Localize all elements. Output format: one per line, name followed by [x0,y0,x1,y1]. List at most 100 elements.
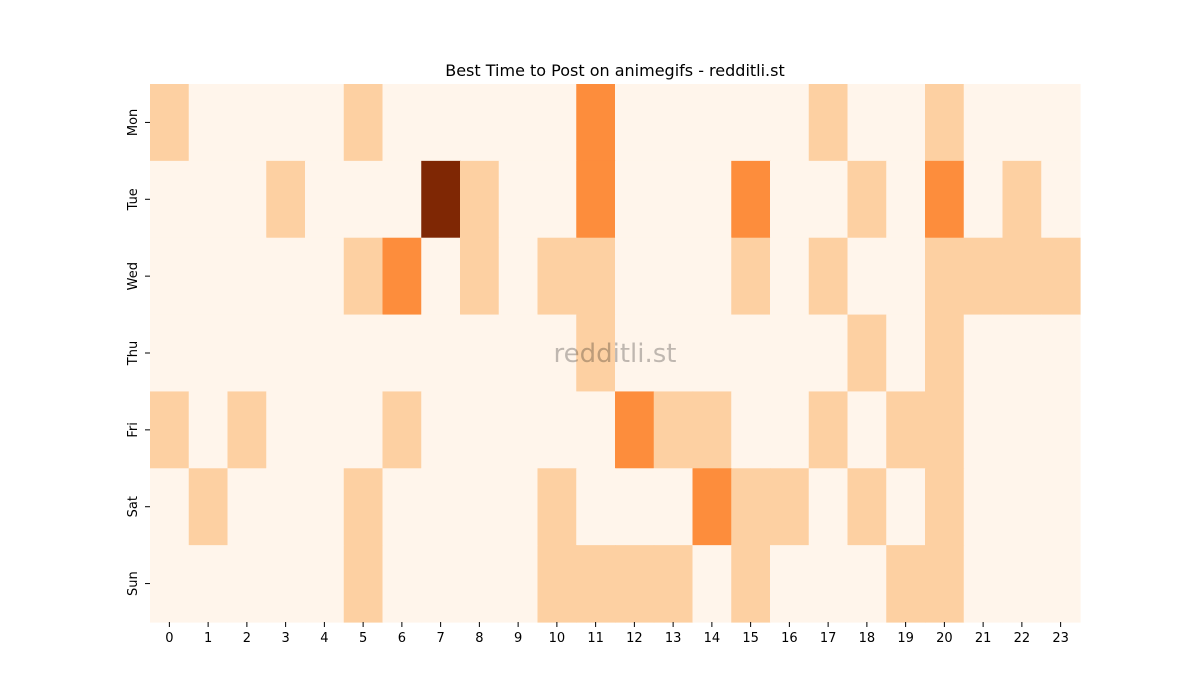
heatmap-cell-sun-20 [925,545,965,623]
heatmap-cell-wed-10 [537,237,577,316]
x-tick-label: 2 [243,631,251,646]
heatmap-cell-thu-21 [963,314,1004,393]
heatmap-cell-wed-13 [653,237,694,316]
heatmap-cell-tue-7 [421,160,461,239]
heatmap-cell-sat-12 [615,468,655,546]
heatmap-cell-wed-0 [150,237,190,316]
heatmap-cell-wed-4 [305,237,345,316]
heatmap-cell-wed-20 [925,237,965,316]
y-tick-label: Sun [126,571,141,596]
heatmap-cell-tue-19 [886,160,926,239]
heatmap-cell-fri-6 [382,391,422,469]
heatmap-cell-sat-10 [537,468,577,546]
heatmap-cell-mon-6 [382,84,422,162]
heatmap-cell-mon-7 [421,84,461,162]
heatmap-cell-fri-9 [498,391,539,469]
heatmap-cell-wed-22 [1002,237,1042,316]
heatmap-cell-sat-1 [188,468,229,546]
heatmap-cell-wed-9 [498,237,539,316]
heatmap-cell-wed-6 [382,237,422,316]
x-tick-label: 23 [1052,631,1069,646]
heatmap-cell-tue-0 [150,160,190,239]
x-tick-label: 3 [281,631,289,646]
heatmap-cell-mon-3 [266,84,306,162]
heatmap-cell-tue-6 [382,160,422,239]
heatmap-cell-sun-23 [1041,545,1081,623]
heatmap-cell-fri-11 [576,391,616,469]
x-tick-label: 18 [859,631,876,646]
heatmap-cell-sun-8 [460,545,500,623]
heatmap-cell-sat-19 [886,468,926,546]
heatmap-cell-sun-1 [188,545,229,623]
heatmap-cell-wed-14 [692,237,732,316]
heatmap-cell-mon-14 [692,84,732,162]
heatmap-cell-mon-12 [615,84,655,162]
x-tick-label: 22 [1014,631,1031,646]
y-axis-ticks: Mon Tue Wed Thu Fri Sat Sun [126,109,150,596]
heatmap-cell-mon-17 [808,84,849,162]
heatmap-cell-sat-8 [460,468,500,546]
heatmap-cell-sat-15 [731,468,771,546]
heatmap-cell-tue-23 [1041,160,1081,239]
heatmap-cell-sat-5 [343,468,384,546]
heatmap-cell-thu-1 [188,314,229,393]
x-tick-label: 7 [436,631,444,646]
heatmap-cell-sat-7 [421,468,461,546]
heatmap-cell-tue-20 [925,160,965,239]
heatmap-cell-mon-20 [925,84,965,162]
heatmap-cell-mon-18 [847,84,887,162]
heatmap-cell-sun-21 [963,545,1004,623]
heatmap-cell-tue-8 [460,160,500,239]
heatmap-cell-sat-0 [150,468,190,546]
heatmap-cell-sun-3 [266,545,306,623]
heatmap-cell-thu-0 [150,314,190,393]
heatmap-cell-wed-12 [615,237,655,316]
heatmap-cell-mon-16 [770,84,810,162]
y-tick-label: Fri [126,422,141,438]
heatmap-cell-fri-16 [770,391,810,469]
heatmap-cell-sun-10 [537,545,577,623]
heatmap-cell-sun-15 [731,545,771,623]
heatmap-cell-mon-15 [731,84,771,162]
heatmap-cell-fri-10 [537,391,577,469]
heatmap-cell-fri-1 [188,391,229,469]
heatmap-cell-wed-17 [808,237,849,316]
heatmap-cell-mon-0 [150,84,190,162]
heatmap-cell-sun-2 [227,545,267,623]
heatmap-cell-thu-15 [731,314,771,393]
heatmap-cell-fri-3 [266,391,306,469]
heatmap-cell-tue-15 [731,160,771,239]
heatmap-cell-tue-1 [188,160,229,239]
x-tick-label: 13 [665,631,682,646]
heatmap-cell-thu-10 [537,314,577,393]
heatmap-cell-thu-13 [653,314,694,393]
watermark: redditli.st [554,339,677,369]
heatmap-cell-sat-23 [1041,468,1081,546]
heatmap-cell-sat-17 [808,468,849,546]
heatmap-cell-sun-18 [847,545,887,623]
heatmap-cell-tue-14 [692,160,732,239]
heatmap-cell-fri-15 [731,391,771,469]
heatmap-cell-wed-16 [770,237,810,316]
heatmap-cell-wed-8 [460,237,500,316]
heatmap-cell-sat-18 [847,468,887,546]
heatmap-cell-sat-2 [227,468,267,546]
x-tick-label: 8 [475,631,483,646]
heatmap-cells [150,84,1081,623]
heatmap-cell-sun-7 [421,545,461,623]
chart-title: Best Time to Post on animegifs - redditl… [445,61,785,80]
heatmap-cell-mon-1 [188,84,229,162]
heatmap-cell-thu-7 [421,314,461,393]
heatmap-cell-tue-5 [343,160,384,239]
y-tick-label: Thu [126,341,141,366]
heatmap-cell-thu-16 [770,314,810,393]
heatmap-cell-tue-11 [576,160,616,239]
heatmap-cell-mon-9 [498,84,539,162]
x-axis-ticks: 0 1 2 3 4 5 6 7 8 9 10 11 12 13 14 15 16 17 18 19 20 21 22 23 [165,622,1069,646]
x-tick-label: 19 [897,631,914,646]
heatmap-cell-mon-5 [343,84,384,162]
heatmap-cell-fri-19 [886,391,926,469]
heatmap-cell-mon-8 [460,84,500,162]
heatmap-cell-mon-23 [1041,84,1081,162]
heatmap-cell-mon-19 [886,84,926,162]
